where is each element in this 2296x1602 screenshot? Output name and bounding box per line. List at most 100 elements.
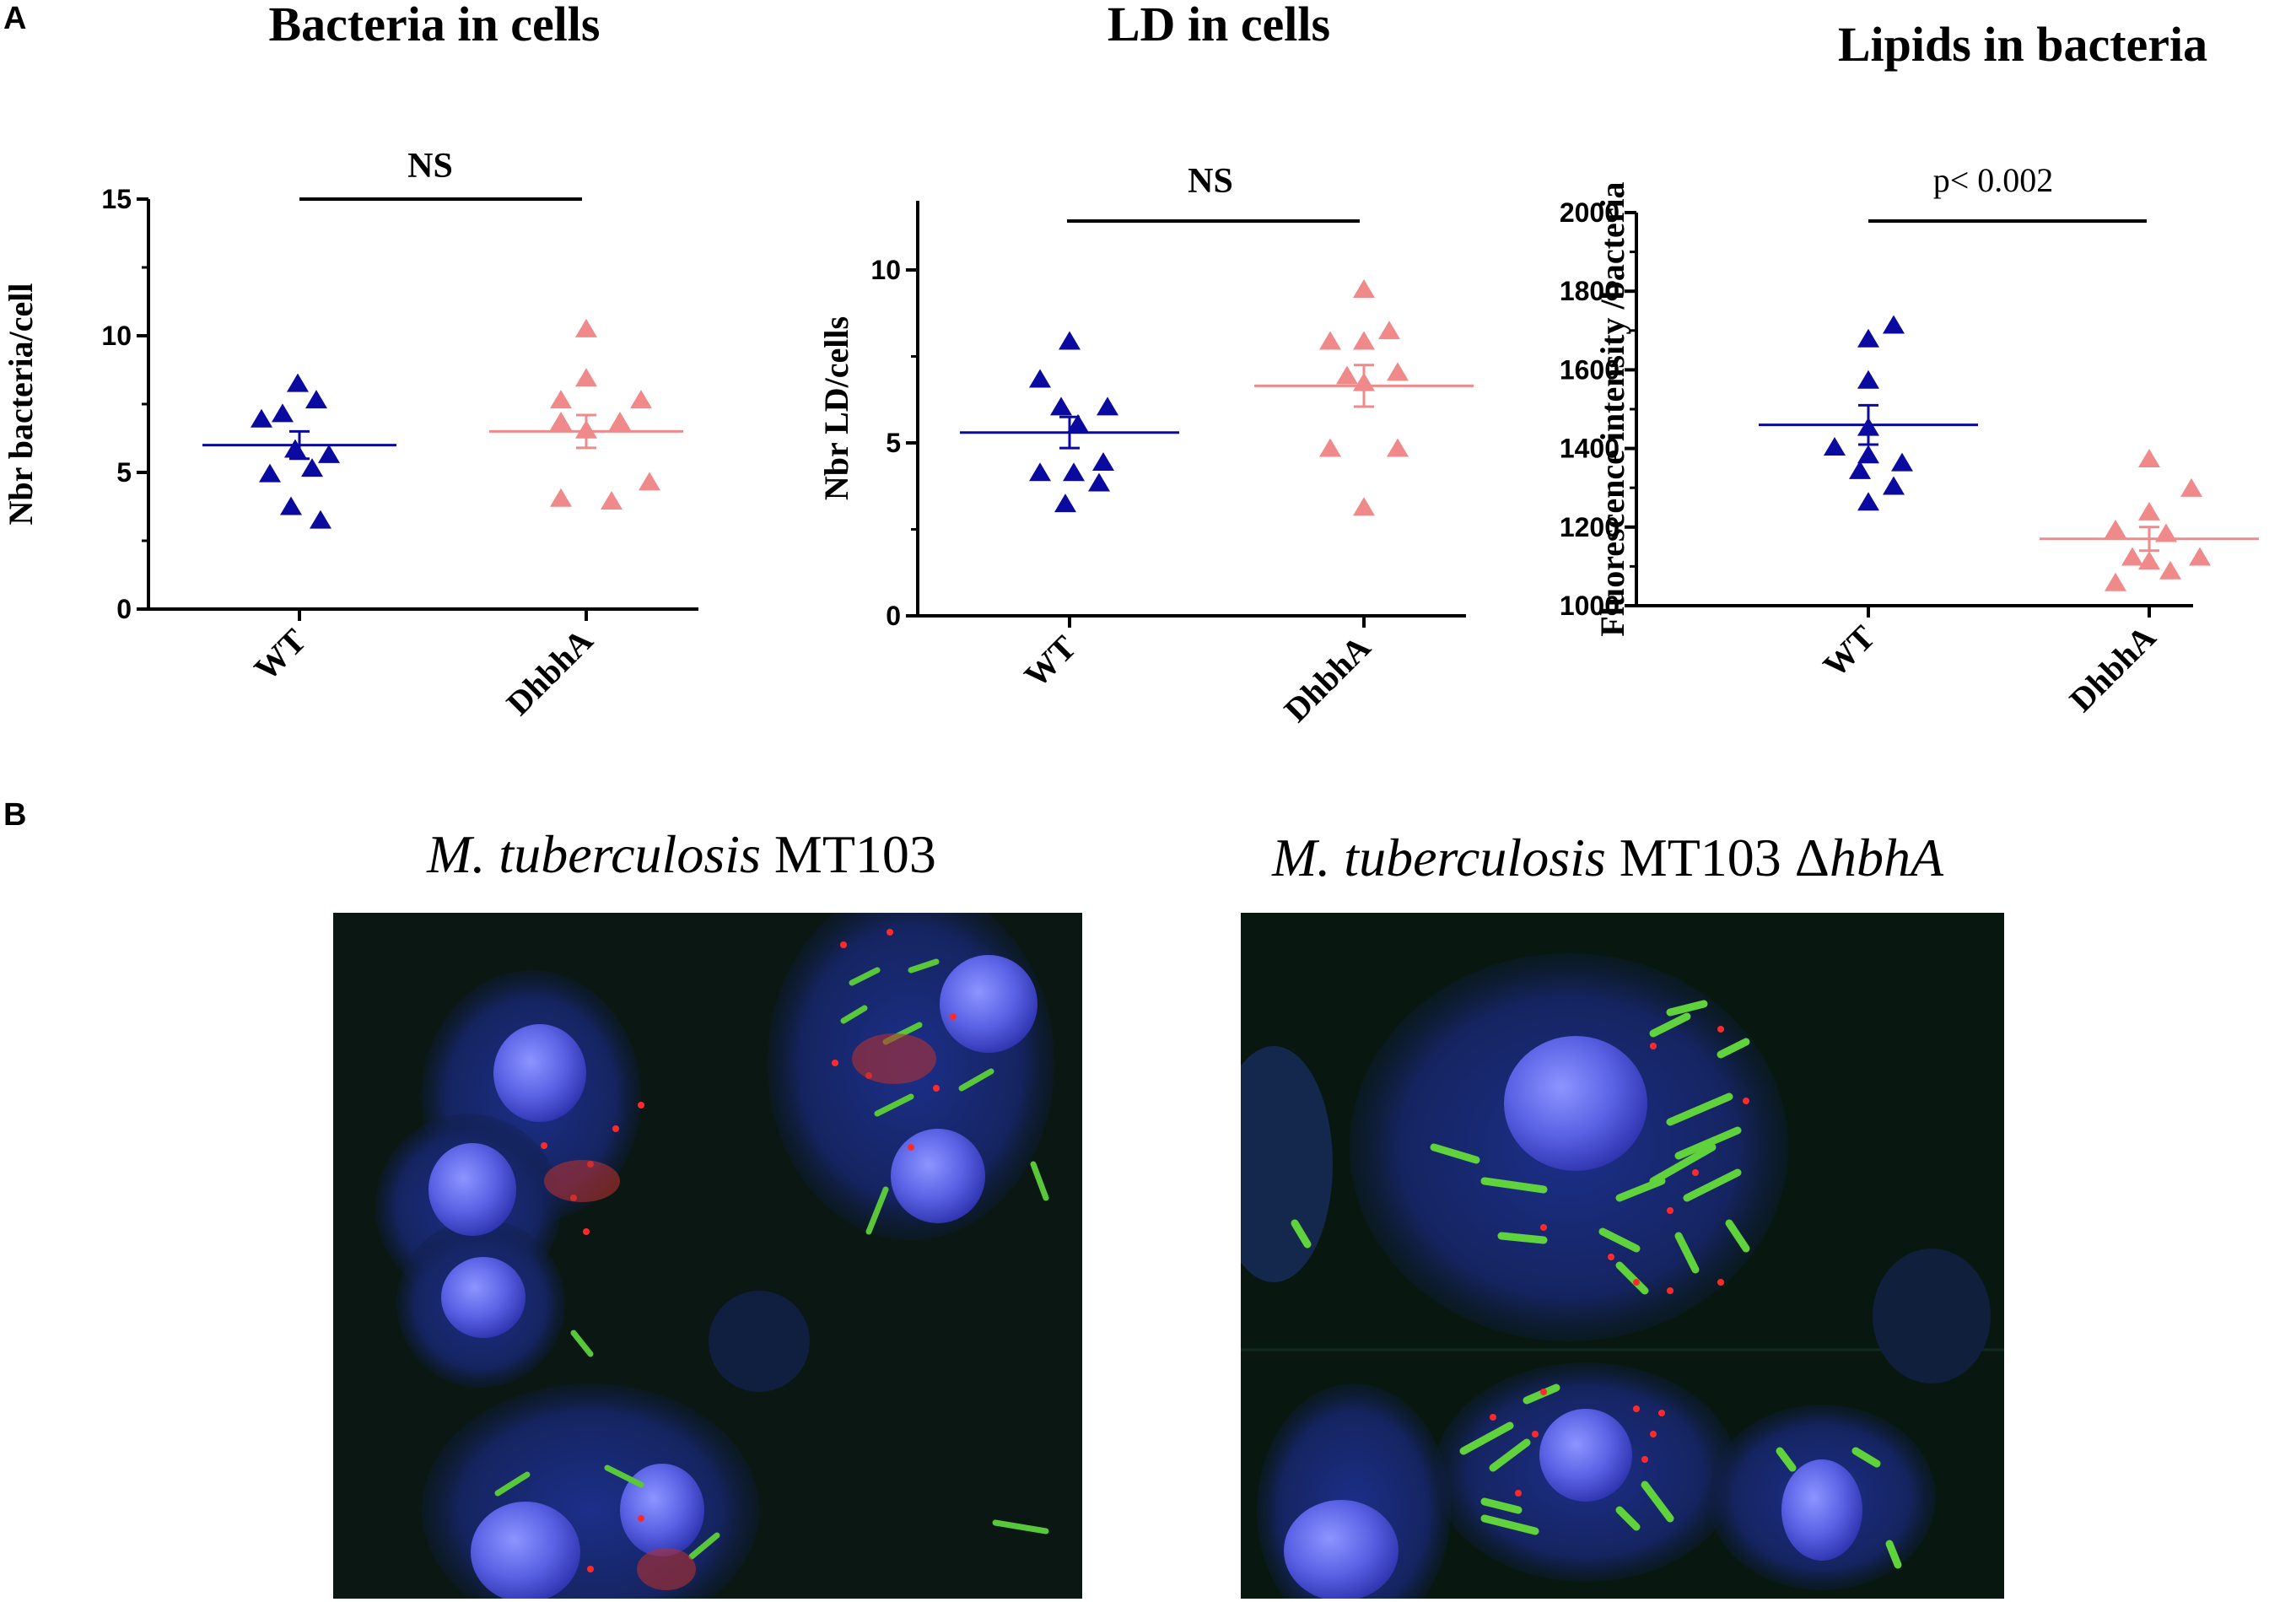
data-point-triangle [2138,501,2160,521]
y-tick-label: 1200 [1560,512,1620,542]
x-category-label: WT [1016,628,1083,694]
data-point-triangle [318,444,340,463]
data-point-triangle [630,390,652,409]
data-point-triangle [251,408,272,428]
data-point-triangle [1353,331,1375,350]
data-point-triangle [639,472,660,491]
y-tick-label: 2000 [1560,197,1620,228]
data-point-triangle [1353,497,1375,516]
y-tick-label: 10 [870,255,901,285]
data-point-triangle [1029,462,1051,482]
data-point-triangle [1883,315,1905,334]
data-point-triangle [1319,438,1341,457]
data-point-triangle [609,412,631,431]
significance-label: NS [407,147,453,186]
data-point-triangle [1891,452,1913,472]
data-point-triangle [310,510,331,529]
data-point-triangle [1063,462,1085,482]
data-point-triangle [1059,331,1081,350]
data-point-triangle [550,488,572,507]
chart-bacteria-in-cells: Bacteria in cells 0 5 10 15 Nbr bacteria/cell… [2,0,698,722]
micrograph-mutant [1241,913,2004,1599]
data-point-triangle [1054,494,1076,513]
data-point-triangle [1849,460,1871,479]
data-point-triangle [272,403,294,423]
data-point-triangle [1857,328,1879,348]
data-point-triangle [1883,476,1905,495]
significance-label: p< 0.002 [1933,161,2054,199]
data-point-triangle [1857,492,1879,511]
data-point-triangle [1857,369,1879,389]
y-tick-label: 5 [116,457,132,488]
data-point-triangle [2105,572,2126,591]
chart-title: Bacteria in cells [268,0,600,51]
data-point-triangle [2189,547,2211,566]
micrograph-title-wt-strain: MT103 [761,824,936,884]
panel-label-b: B [3,797,26,833]
data-point-triangle [1067,413,1089,433]
data-point-triangle [1824,436,1846,456]
micrograph-title-mutant-gene: hbhA [1830,828,1944,887]
micrograph-title-wt-species: M. tuberculosis [426,824,761,884]
y-tick-label: 1400 [1560,434,1620,464]
data-point-triangle [2138,448,2160,467]
data-point-triangle [305,390,327,409]
data-point-triangle [2155,523,2177,542]
data-point-triangle [2138,551,2160,570]
data-point-triangle [1092,451,1114,471]
data-point-triangle [1387,362,1409,381]
y-tick-label: 1800 [1560,276,1620,306]
y-tick-label: 5 [886,428,901,458]
chart-lipids-in-bacteria: Lipids in bacteria 1000 1200 1400 1600 1800 20… [1560,17,2259,719]
y-tick-label: 15 [101,184,132,214]
data-point-triangle [550,390,572,409]
micrograph-wt [333,913,1082,1599]
data-point-triangle [575,318,597,337]
x-category-label: WT [246,621,313,688]
x-category-label: DhbhA [2062,618,2163,719]
data-point-triangle [2121,547,2143,566]
data-point-triangle [301,458,323,477]
data-point-triangle [1050,396,1072,416]
data-point-triangle [1319,331,1341,350]
data-point-triangle [601,491,623,510]
x-category-label: WT [1815,618,1882,684]
data-point-triangle [2159,560,2181,580]
micrograph-title-mutant-species: M. tuberculosis [1271,828,1606,887]
x-category-label: DhbhA [1276,628,1377,729]
data-point-triangle [1378,321,1400,340]
data-point-triangle [1857,445,1879,464]
chart-ld-in-cells: LD in cells 0 5 10 Nbr LD/cells WT DhbhA NS [817,0,1474,729]
y-axis-label: Fluorescence intensity /bacteria [1593,181,1631,636]
data-point-triangle [1336,365,1358,385]
data-point-triangle [1353,278,1375,298]
y-axis-label: Nbr LD/cells [817,316,855,500]
panel-label-a: A [3,1,26,36]
data-point-triangle [284,439,306,458]
micrograph-title-mutant-strain: MT103 Δ [1606,828,1830,887]
significance-label: NS [1188,162,1233,201]
y-tick-label: 0 [886,601,901,631]
micrograph-title-mutant: M. tuberculosis MT103 ΔhbhA [1271,828,1944,887]
x-category-label: DhbhA [499,621,600,722]
y-tick-label: 0 [116,594,132,624]
data-point-triangle [550,412,572,431]
chart-title: LD in cells [1108,0,1330,51]
y-tick-label: 1600 [1560,354,1620,385]
data-point-triangle [287,373,309,392]
data-point-triangle [1097,396,1118,416]
y-axis-label: Nbr bacteria/cell [2,283,40,526]
data-point-triangle [1029,369,1051,388]
data-point-triangle [2180,477,2202,497]
y-tick-label: 1000 [1560,591,1620,621]
y-tick-label: 10 [101,321,132,351]
micrograph-title-wt: M. tuberculosis MT103 [426,824,936,884]
data-point-triangle [280,496,302,515]
data-point-triangle [1387,438,1409,457]
data-point-triangle [2105,519,2126,538]
chart-title: Lipids in bacteria [1838,17,2207,72]
data-point-triangle [575,368,597,387]
data-point-triangle [1088,472,1110,492]
data-point-triangle [259,463,281,483]
